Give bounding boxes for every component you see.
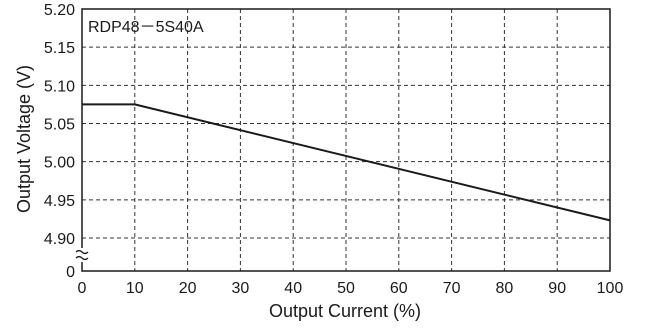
x-tick-label: 20 <box>179 280 197 297</box>
plot-frame <box>75 8 611 272</box>
axis-break-gap <box>78 248 86 262</box>
series-line <box>82 103 611 222</box>
x-tick-label: 40 <box>284 280 302 297</box>
grid <box>82 9 610 271</box>
x-tick-label: 30 <box>232 280 250 297</box>
plot-border <box>81 8 611 272</box>
y-tick-label: 5.15 <box>44 40 75 57</box>
x-tick-label: 100 <box>597 280 624 297</box>
x-tick-label: 90 <box>548 280 566 297</box>
y-axis-title: Output Voltage (V) <box>14 65 34 213</box>
x-tick-label: 0 <box>78 280 87 297</box>
x-tick-label: 60 <box>390 280 408 297</box>
x-tick-label: 80 <box>496 280 514 297</box>
tick-labels: 0 10 20 30 40 50 60 70 80 90 100 4.90 4.95 5.00 5.05 5.… <box>44 2 624 297</box>
x-axis-title: Output Current (%) <box>269 301 421 321</box>
y-tick-label-zero: 0 <box>66 264 75 281</box>
y-tick-label: 4.90 <box>44 231 75 248</box>
axis-break-symbol <box>75 249 89 261</box>
y-tick-label: 5.05 <box>44 117 75 134</box>
y-tick-label: 5.00 <box>44 155 75 172</box>
model-label: RDP48－5S40A <box>88 19 204 36</box>
x-tick-label: 10 <box>126 280 144 297</box>
x-tick-label: 70 <box>443 280 461 297</box>
x-tick-label: 50 <box>337 280 355 297</box>
y-tick-label: 4.95 <box>44 193 75 210</box>
y-tick-label: 5.20 <box>44 2 75 19</box>
y-tick-label: 5.10 <box>44 78 75 95</box>
series-layer <box>82 103 611 222</box>
